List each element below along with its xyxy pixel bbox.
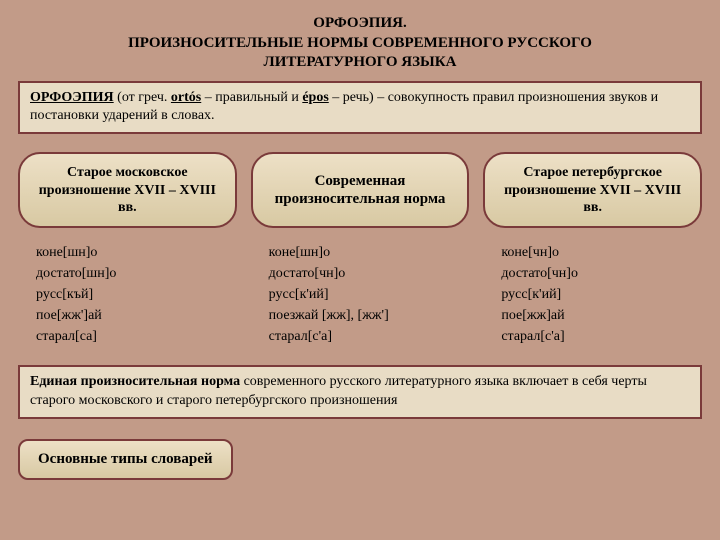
ex: пое[жж]ай xyxy=(501,305,702,326)
def-ortos: ortós xyxy=(171,90,201,105)
examples-petersburg: коне[чн]о достато[чн]о русс[к'ий] пое[жж… xyxy=(483,242,702,347)
def-epos: épos xyxy=(302,90,328,105)
ex: достато[шн]о xyxy=(36,263,237,284)
norm-bold: Единая произносительная норма xyxy=(30,374,240,389)
ex: старал[с'а] xyxy=(269,326,470,347)
def-p1: (от греч. xyxy=(114,90,171,105)
ex: коне[шн]о xyxy=(36,242,237,263)
ex: русс[к'ий] xyxy=(269,284,470,305)
ex: пое[жж']ай xyxy=(36,305,237,326)
def-term: ОРФОЭПИЯ xyxy=(30,90,114,105)
definition-box: ОРФОЭПИЯ (от греч. ortós – правильный и … xyxy=(18,81,702,135)
ex: коне[шн]о xyxy=(269,242,470,263)
ex: русс[къй] xyxy=(36,284,237,305)
dict-types-button[interactable]: Основные типы словарей xyxy=(18,439,233,480)
col-petersburg: Старое петербургское произношение XVII –… xyxy=(483,152,702,347)
ex: русс[к'ий] xyxy=(501,284,702,305)
col-head-moscow: Старое московское произношение XVII – XV… xyxy=(18,152,237,228)
col-moscow: Старое московское произношение XVII – XV… xyxy=(18,152,237,347)
ex: старал[са] xyxy=(36,326,237,347)
ex: коне[чн]о xyxy=(501,242,702,263)
page-title: ОРФОЭПИЯ. ПРОИЗНОСИТЕЛЬНЫЕ НОРМЫ СОВРЕМЕ… xyxy=(18,14,702,73)
col-head-petersburg: Старое петербургское произношение XVII –… xyxy=(483,152,702,228)
title-line1: ОРФОЭПИЯ. xyxy=(313,15,406,31)
examples-moscow: коне[шн]о достато[шн]о русс[къй] пое[жж'… xyxy=(18,242,237,347)
ex: поезжай [жж], [жж'] xyxy=(269,305,470,326)
col-modern: Современная произносительная норма коне[… xyxy=(251,152,470,347)
def-mid: – правильный и xyxy=(201,90,302,105)
title-line2: ПРОИЗНОСИТЕЛЬНЫЕ НОРМЫ СОВРЕМЕННОГО РУСС… xyxy=(128,35,592,51)
title-line3: ЛИТЕРАТУРНОГО ЯЗЫКА xyxy=(264,54,457,70)
col-head-modern: Современная произносительная норма xyxy=(251,152,470,228)
norm-box: Единая произносительная норма современно… xyxy=(18,365,702,419)
examples-modern: коне[шн]о достато[чн]о русс[к'ий] поезжа… xyxy=(251,242,470,347)
ex: старал[с'а] xyxy=(501,326,702,347)
ex: достато[чн]о xyxy=(269,263,470,284)
ex: достато[чн]о xyxy=(501,263,702,284)
columns: Старое московское произношение XVII – XV… xyxy=(18,152,702,347)
